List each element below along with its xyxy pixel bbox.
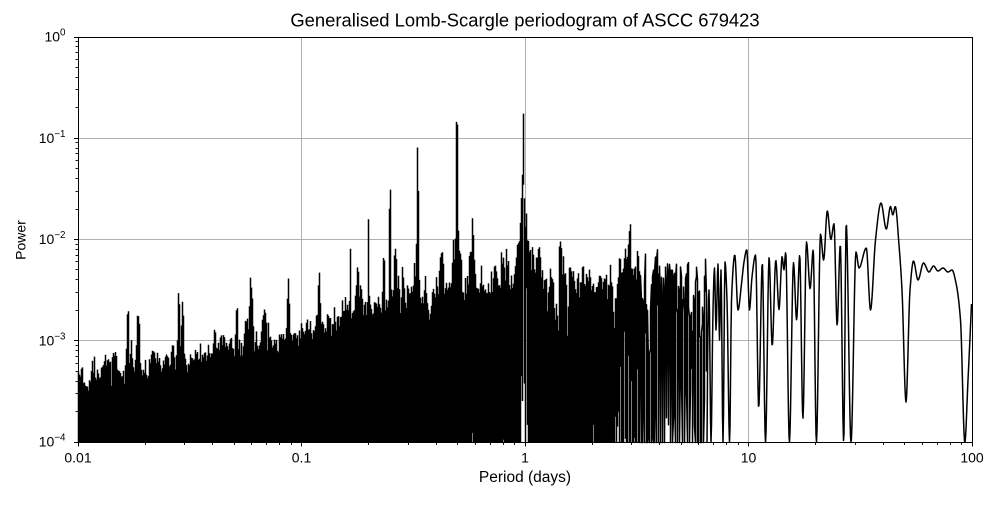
svg-text:Power: Power — [13, 220, 29, 260]
svg-text:1: 1 — [521, 450, 529, 466]
svg-text:10: 10 — [741, 450, 757, 466]
svg-text:Period (days): Period (days) — [479, 469, 571, 486]
svg-text:0.1: 0.1 — [292, 450, 312, 466]
svg-text:Generalised Lomb-Scargle perio: Generalised Lomb-Scargle periodogram of … — [290, 10, 759, 31]
svg-text:100: 100 — [960, 450, 984, 466]
svg-text:0.01: 0.01 — [64, 450, 91, 466]
